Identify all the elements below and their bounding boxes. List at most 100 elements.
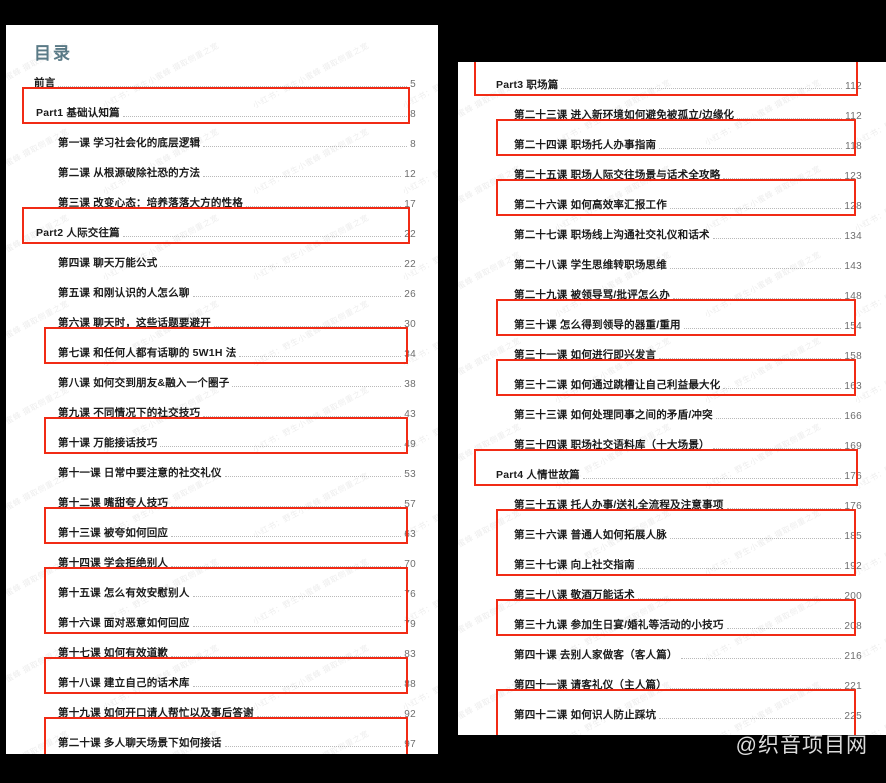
toc-part-row[interactable]: Part4 人情世故篇 176 [458,452,886,482]
toc-chapter-row[interactable]: 第二十九课 被领导骂/批评怎么办 148 [458,272,886,302]
toc-chapter-row[interactable]: 第三十一课 如何进行即兴发言 158 [458,332,886,362]
toc-entry-label: 第四课 聊天万能公式 [58,257,158,269]
toc-entry-label: 第四十二课 如何识人防止踩坑 [514,709,657,721]
toc-entry-label: 第一课 学习社会化的底层逻辑 [58,137,201,149]
dot-leader [582,478,842,479]
toc-entry-page-number: 143 [844,261,862,272]
toc-entry-page-number: 22 [404,229,416,240]
dot-leader [726,628,842,629]
toc-entry-label: 第二十八课 学生思维转职场思维 [514,259,667,271]
toc-chapter-row[interactable]: 第六课 聊天时，这些话题要避开 30 [6,300,438,330]
dot-leader [723,388,842,389]
toc-chapter-row[interactable]: 第十三课 被夸如何回应 63 [6,510,438,540]
toc-entry-page-number: 118 [845,141,862,152]
toc-entry-label: 第七课 和任何人都有话聊的 5W1H 法 [58,347,237,359]
page-title: 目录 [34,44,72,63]
toc-page-left: 小红书：野生小蜜蜂 摄取侧重之宽 小红书：野生小蜜蜂 摄取侧重之宽 小红书：野生小蜜… [6,25,438,754]
dot-leader [58,86,408,87]
toc-entry-label: 第十一课 日常中要注意的社交礼仪 [58,467,222,479]
toc-chapter-row[interactable]: 第九课 不同情况下的社交技巧 43 [6,390,438,420]
toc-entry-label: 第十五课 怎么有效安慰别人 [58,587,190,599]
toc-entry-page-number: 163 [844,381,862,392]
toc-entry-label: 第三十六课 普通人如何拓展人脉 [514,529,667,541]
dot-leader [224,476,402,477]
toc-chapter-row[interactable]: 第一课 学习社会化的底层逻辑 8 [6,120,438,150]
toc-chapter-row[interactable]: 第十五课 怎么有效安慰别人 76 [6,570,438,600]
toc-entry-page-number: 8 [410,109,416,120]
toc-chapter-row[interactable]: 第三十四课 职场社交语料库（十大场景） 169 [458,422,886,452]
dot-leader [659,358,842,359]
toc-chapter-row[interactable]: 第十九课 如何开口请人帮忙以及事后答谢 92 [6,690,438,720]
toc-entry-page-number: 17 [404,199,416,210]
toc-chapter-row[interactable]: 第十课 万能接话技巧 49 [6,420,438,450]
toc-chapter-row[interactable]: 第四十一课 请客礼仪（主人篇） 221 [458,662,886,692]
toc-entry-page-number: 221 [844,681,862,692]
toc-entry-label: Part3 职场篇 [496,79,559,91]
toc-entry-page-number: 5 [410,79,416,90]
toc-entry-page-number: 79 [404,619,416,630]
toc-chapter-row[interactable]: 第三十三课 如何处理同事之间的矛盾/冲突 166 [458,392,886,422]
dot-leader [680,658,842,659]
dot-leader [160,266,402,267]
toc-chapter-row[interactable]: 第八课 如何交到朋友&融入一个圈子 38 [6,360,438,390]
dot-leader [712,448,842,449]
toc-chapter-row[interactable]: 第二十四课 职场托人办事指南 118 [458,122,886,152]
dot-leader [122,236,402,237]
toc-chapter-row[interactable]: 第二十一课 如何快速提高吵架技巧102 [6,750,438,754]
toc-entry-label: 第三十四课 职场社交语料库（十大场景） [514,439,710,451]
toc-entry-page-number: 53 [404,469,416,480]
toc-chapter-row[interactable]: 第四课 聊天万能公式 22 [6,240,438,270]
dot-leader [171,566,402,567]
toc-chapter-row[interactable]: 第二十八课 学生思维转职场思维 143 [458,242,886,272]
toc-entry-label: 第三十二课 如何通过跳槽让自己利益最大化 [514,379,721,391]
toc-front-row[interactable]: 前言 5 [6,64,438,90]
toc-entry-page-number: 70 [404,559,416,570]
toc-chapter-row[interactable]: 第十四课 学会拒绝别人 70 [6,540,438,570]
toc-part-row[interactable]: Part2 人际交往篇 22 [6,210,438,240]
dot-leader [673,298,842,299]
toc-chapter-row[interactable]: 第二十六课 如何高效率汇报工作 128 [458,182,886,212]
toc-chapter-row[interactable]: 第五课 和刚认识的人怎么聊 26 [6,270,438,300]
toc-chapter-row[interactable]: 第十一课 日常中要注意的社交礼仪 53 [6,450,438,480]
toc-entry-label: 第三课 改变心态：培养落落大方的性格 [58,197,244,209]
dot-leader [192,686,402,687]
toc-chapter-row[interactable]: 第三十二课 如何通过跳槽让自己利益最大化 163 [458,362,886,392]
toc-entry-label: 第三十七课 向上社交指南 [514,559,635,571]
toc-chapter-row[interactable]: 第十八课 建立自己的话术库 88 [6,660,438,690]
toc-entry-page-number: 176 [844,501,862,512]
toc-chapter-row[interactable]: 第二十课 多人聊天场景下如何接话 97 [6,720,438,750]
toc-chapter-row[interactable]: 第十六课 面对恶意如何回应 79 [6,600,438,630]
toc-chapter-row[interactable]: 第二课 从根源破除社恐的方法 12 [6,150,438,180]
toc-chapter-row[interactable]: 第三十六课 普通人如何拓展人脉 185 [458,512,886,542]
toc-entry-page-number: 26 [404,289,416,300]
toc-chapter-row[interactable]: 第四十课 去别人家做客（客人篇） 216 [458,632,886,662]
toc-entry-page-number: 148 [844,291,862,302]
toc-chapter-row[interactable]: 第三十七课 向上社交指南 192 [458,542,886,572]
toc-chapter-row[interactable]: 第三十九课 参加生日宴/婚礼等活动的小技巧 208 [458,602,886,632]
toc-chapter-row[interactable]: 第七课 和任何人都有话聊的 5W1H 法 34 [6,330,438,360]
toc-chapter-row[interactable]: 第十七课 如何有效道歉 83 [6,630,438,660]
toc-entry-page-number: 208 [844,621,862,632]
toc-chapter-row[interactable]: 第三十八课 敬酒万能话术 200 [458,572,886,602]
dot-leader [659,148,843,149]
toc-chapter-row[interactable]: 第三课 改变心态：培养落落大方的性格 17 [6,180,438,210]
dot-leader [715,418,842,419]
toc-chapter-row[interactable]: 第三十课 怎么得到领导的器重/重用 154 [458,302,886,332]
toc-chapter-row[interactable]: 第三十五课 托人办事/送礼全流程及注意事项 176 [458,482,886,512]
toc-entry-page-number: 200 [844,591,862,602]
toc-entry-label: 第四十一课 请客礼仪（主人篇） [514,679,667,691]
toc-chapter-row[interactable]: 第二十三课 进入新环境如何避免被孤立/边缘化 112 [458,92,886,122]
dot-leader [659,718,842,719]
toc-entry-page-number: 12 [404,169,416,180]
toc-chapter-row[interactable]: 第四十二课 如何识人防止踩坑 225 [458,692,886,722]
toc-part-row[interactable]: Part1 基础认知篇 8 [6,90,438,120]
toc-entry-label: Part2 人际交往篇 [36,227,120,239]
toc-chapter-row[interactable]: 第二十七课 职场线上沟通社交礼仪和话术 134 [458,212,886,242]
toc-entry-label: Part4 人情世故篇 [496,469,580,481]
toc-entry-page-number: 166 [844,411,862,422]
toc-chapter-row[interactable]: 第十二课 嘴甜夸人技巧 57 [6,480,438,510]
toc-list-right: Part3 职场篇 112 第二十三课 进入新环境如何避免被孤立/边缘化 112 第二十… [458,62,886,735]
toc-part-row[interactable]: Part3 职场篇 112 [458,62,886,92]
toc-chapter-row[interactable]: 第二十五课 职场人际交往场景与话术全攻略 123 [458,152,886,182]
dot-leader [192,296,402,297]
